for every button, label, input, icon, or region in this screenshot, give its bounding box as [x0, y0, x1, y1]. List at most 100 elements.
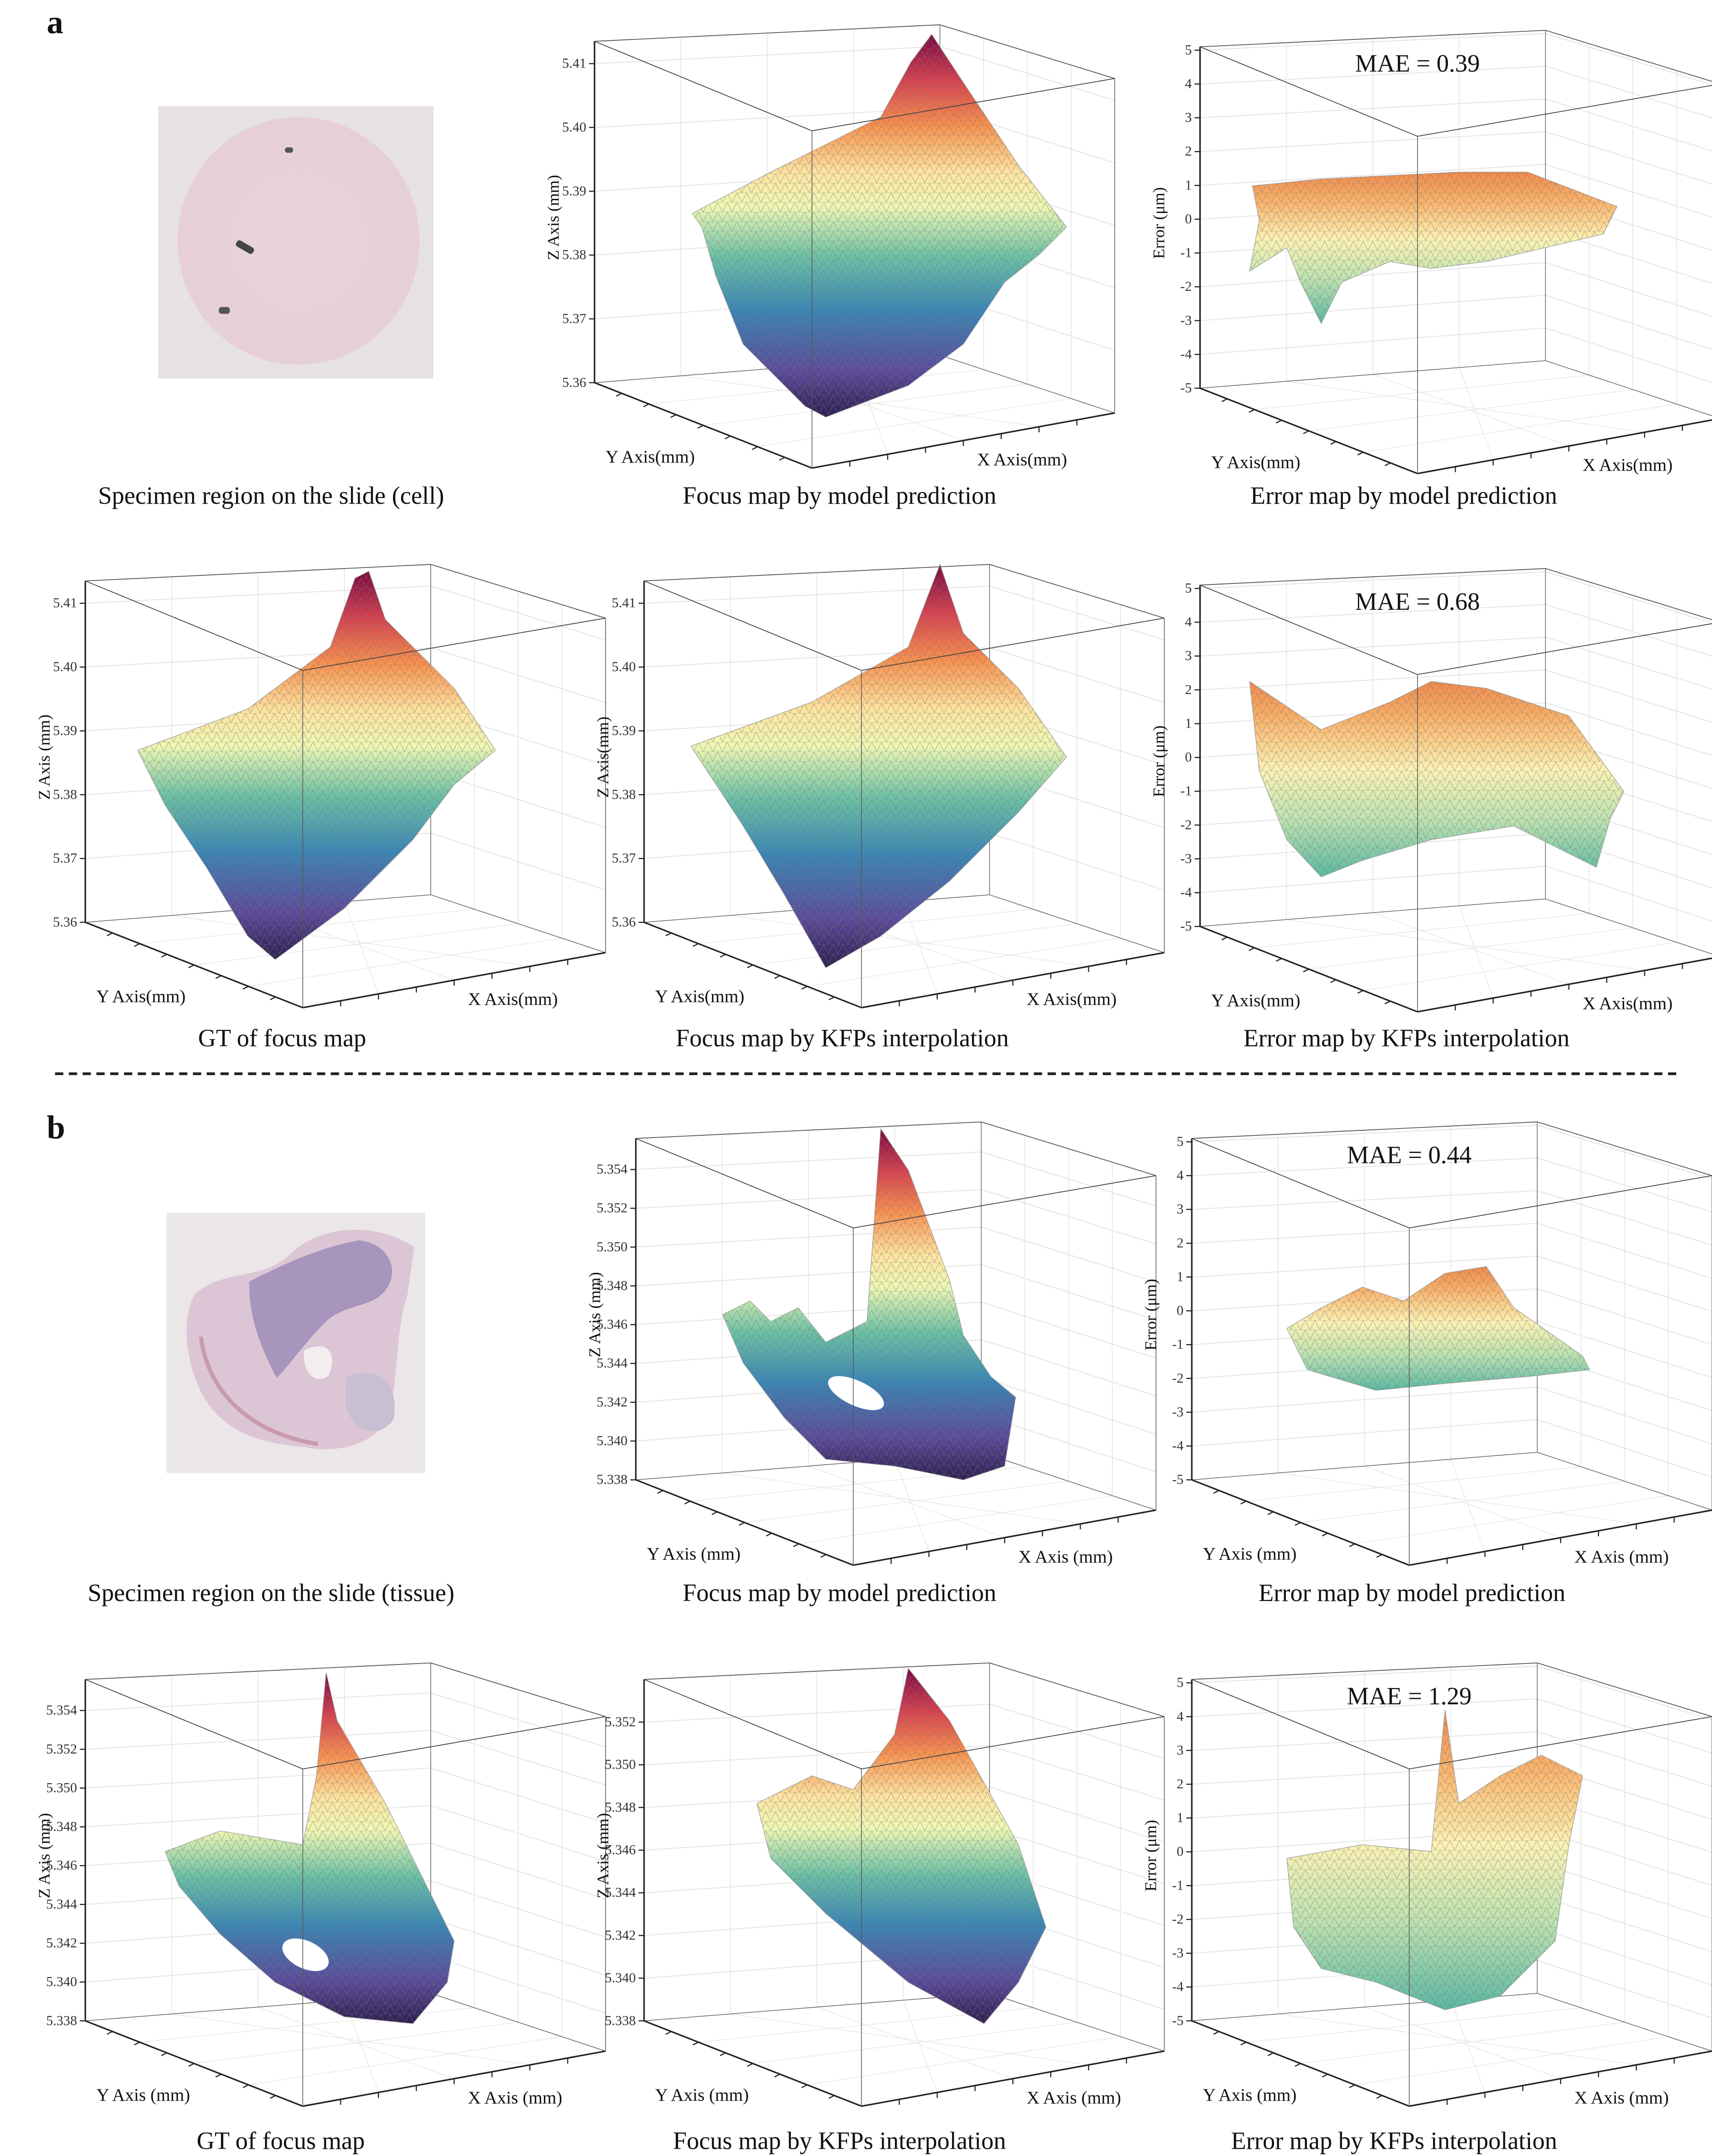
surface-plot-4: 5.36 5.37 5.38 5.39 5.40 5.41 Z Axis(mm) Y Axis…	[594, 564, 1165, 1009]
specimen-image-cell	[158, 106, 434, 379]
cell-cluster	[284, 147, 293, 153]
y-tick-mark	[643, 403, 649, 407]
grid-line	[1545, 360, 1712, 416]
floor-grid-line	[730, 2013, 1089, 2065]
y-tick-mark	[752, 446, 758, 450]
floor-grid-line	[1450, 2000, 1486, 2093]
y-tick-mark	[739, 1522, 745, 1526]
floor-grid-line	[1300, 2021, 1625, 2064]
surface-mesh	[1286, 1709, 1583, 2010]
z-tick-label: -5	[1172, 1472, 1183, 1487]
y-tick-mark	[1349, 1543, 1356, 1547]
plot-caption: Error map by KFPs interpolation	[1231, 2127, 1558, 2155]
z-tick-label: -1	[1172, 1877, 1183, 1893]
box-edge	[861, 617, 1164, 671]
y-tick-mark	[720, 2052, 726, 2056]
z-axis-label: Z Axis (mm)	[35, 714, 53, 800]
surface-plot-6: 5.338 5.340 5.342 5.344 5.346 5.348 5.350 5.352…	[586, 1121, 1157, 1567]
z-tick-label: 5.348	[46, 1819, 77, 1834]
y-tick-mark	[1248, 409, 1255, 413]
y-tick-mark	[1385, 1000, 1391, 1004]
floor-grid-line	[1308, 389, 1633, 431]
z-tick-label: 0	[1185, 749, 1192, 765]
y-tick-mark	[1357, 452, 1364, 456]
y-tick-mark	[747, 2063, 753, 2067]
plot-caption: Focus map by model prediction	[683, 1579, 996, 1607]
z-axis-label: Error (μm)	[1150, 725, 1168, 797]
z-tick-label: 5.352	[605, 1714, 635, 1729]
z-tick-label: 5.37	[612, 850, 636, 866]
box-edge	[1417, 623, 1712, 675]
x-axis-label: X Axis(mm)	[1582, 455, 1673, 475]
grid-line	[1545, 571, 1712, 623]
z-tick-label: 5.338	[46, 2013, 77, 2028]
z-tick-label: 0	[1177, 1303, 1183, 1318]
floor-grid-line	[894, 1459, 929, 1552]
y-tick-mark	[1267, 2052, 1274, 2056]
x-axis-label: X Axis (mm)	[468, 2088, 562, 2108]
box-edge	[594, 24, 940, 42]
z-tick-label: 5.346	[46, 1857, 77, 1873]
box-edge	[1192, 1452, 1538, 1481]
panel-label-b: b	[47, 1111, 65, 1147]
y-tick-mark	[828, 2095, 835, 2099]
y-tick-mark	[684, 1500, 691, 1505]
plot-caption: Focus map by KFPs interpolation	[675, 1024, 1009, 1052]
y-tick-mark	[134, 943, 140, 947]
box-edge	[1545, 360, 1712, 416]
surface-hole	[828, 1376, 884, 1410]
y-tick-mark	[161, 954, 167, 958]
z-tick-label: 0	[1177, 1844, 1183, 1859]
z-tick-label: -3	[1172, 1404, 1183, 1419]
y-tick-mark	[1213, 1490, 1219, 1494]
box-edge	[1192, 1662, 1538, 1680]
box-edge	[594, 41, 813, 131]
y-axis-label: Y Axis (mm)	[96, 2085, 190, 2105]
box-edge	[85, 1679, 303, 1770]
floor-grid-line	[1286, 381, 1645, 433]
z-tick-label: 5.344	[596, 1355, 627, 1371]
y-tick-mark	[106, 932, 113, 936]
box-edge	[1545, 29, 1712, 82]
floor-grid-line	[753, 923, 1077, 965]
y-tick-mark	[1221, 936, 1228, 941]
x-axis-label: X Axis (mm)	[1574, 1547, 1669, 1567]
y-tick-mark	[188, 2063, 194, 2067]
box-edge	[1192, 1679, 1409, 1770]
z-tick-label: 5.346	[605, 1842, 635, 1857]
z-tick-label: 4	[1177, 1167, 1183, 1183]
box-edge	[1192, 1138, 1409, 1229]
y-tick-mark	[1275, 420, 1282, 424]
floor-grid-line	[194, 923, 519, 965]
box-edge	[644, 1662, 990, 1680]
box-edge	[85, 1662, 431, 1680]
z-tick-label: 5.342	[596, 1394, 627, 1409]
box-edge	[981, 1452, 1156, 1511]
z-tick-label: 5.340	[596, 1433, 627, 1448]
y-tick-mark	[801, 986, 808, 990]
grid-line	[1545, 637, 1712, 690]
z-axis-label: Z Axis (mm)	[544, 175, 563, 260]
surface-mesh	[164, 1672, 455, 2024]
z-tick-label: 5.41	[53, 595, 77, 611]
floor-grid-line	[1300, 1481, 1625, 1523]
z-tick-label: -5	[1172, 2013, 1183, 2028]
y-tick-mark	[747, 964, 753, 969]
surface-hole	[282, 1938, 329, 1971]
y-axis-line	[1191, 2020, 1410, 2107]
y-tick-mark	[692, 943, 699, 947]
plot-caption: Error map by model prediction	[1250, 482, 1558, 510]
y-tick-mark	[161, 2052, 167, 2056]
z-tick-label: 5.344	[605, 1885, 635, 1900]
grid-line	[1545, 66, 1712, 118]
caption-specimen-tissue: Specimen region on the slide (tissue)	[87, 1579, 455, 1607]
y-tick-mark	[1349, 2084, 1356, 2088]
box-edge	[853, 1175, 1156, 1229]
y-tick-mark	[692, 2041, 699, 2045]
grid-line	[1545, 294, 1712, 350]
z-tick-label: 5.38	[562, 247, 586, 262]
y-tick-mark	[820, 1554, 827, 1558]
y-axis-label: Y Axis(mm)	[1211, 990, 1300, 1010]
surface-plot-1: 5.36 5.37 5.38 5.39 5.40 5.41 Z Axis (mm) Y Axi…	[544, 24, 1116, 469]
grid-line	[1545, 262, 1712, 317]
